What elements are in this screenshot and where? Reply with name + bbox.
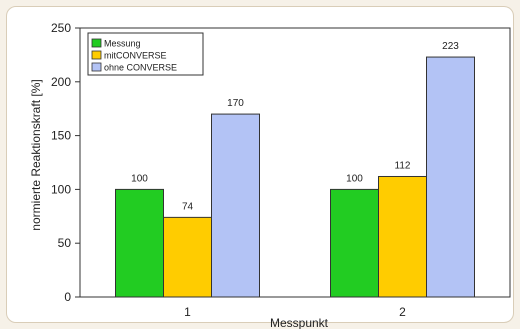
bar-messung-1 <box>115 188 164 298</box>
axes: 0 50 100 150 200 250 1 2 <box>51 21 511 319</box>
data-label: 112 <box>395 160 411 171</box>
x-axis-label: Messpunkt <box>270 316 329 329</box>
y-tick-label: 50 <box>58 236 72 250</box>
data-label: 74 <box>182 201 194 212</box>
bar-mitconverse-2 <box>378 175 427 298</box>
bar-ohne-converse-2 <box>426 56 475 298</box>
x-tick-label: 1 <box>184 305 191 319</box>
legend-label: ohne CONVERSE <box>104 63 177 73</box>
bar-mitconverse-1 <box>163 216 212 298</box>
data-label: 100 <box>346 173 363 184</box>
y-axis-label: normierte Reaktionskraft [%] <box>29 79 43 230</box>
y-tick-label: 0 <box>64 290 71 304</box>
bar-ohne-converse-1 <box>211 113 260 298</box>
legend: Messung mitCONVERSE ohne CONVERSE <box>87 32 204 76</box>
data-label: 223 <box>442 41 459 52</box>
bars: 100 74 170 100 112 223 <box>115 41 475 298</box>
legend-label: Messung <box>104 39 141 49</box>
data-label: 170 <box>227 98 244 109</box>
y-tick-label: 200 <box>51 75 71 89</box>
y-tick-label: 150 <box>51 129 71 143</box>
legend-swatch <box>91 38 102 48</box>
data-label: 100 <box>131 173 148 184</box>
plot-area <box>79 27 511 298</box>
bar-messung-2 <box>330 188 379 298</box>
legend-box <box>87 32 204 76</box>
y-tick-label: 250 <box>51 21 71 35</box>
legend-swatch <box>91 50 102 60</box>
legend-swatch <box>91 62 102 72</box>
x-tick-label: 2 <box>399 305 406 319</box>
y-tick-label: 100 <box>51 182 71 196</box>
legend-label: mitCONVERSE <box>104 51 167 61</box>
